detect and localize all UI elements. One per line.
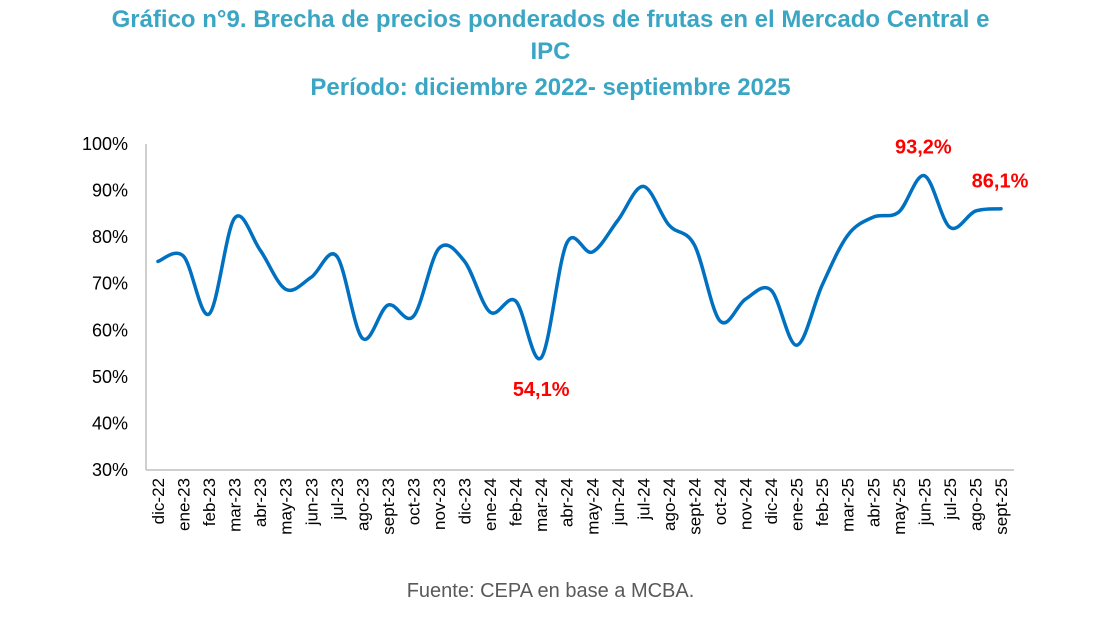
x-tick-label: jun-24 — [609, 478, 628, 526]
x-tick-label: sept-25 — [992, 478, 1011, 535]
source-note: Fuente: CEPA en base a MCBA. — [406, 580, 695, 602]
x-tick-label: feb-25 — [813, 478, 832, 526]
x-tick-label: feb-23 — [200, 478, 219, 526]
x-tick-label: nov-24 — [737, 478, 756, 530]
x-tick-label: sept-24 — [685, 478, 704, 535]
x-axis: dic-22 ene-23 feb-23 mar-23 abr-23 may-23 jun-… — [146, 469, 1014, 535]
x-tick-label: ago-24 — [660, 478, 679, 531]
chart-title-line-2: IPC — [530, 38, 571, 65]
x-tick-label: mar-25 — [839, 478, 858, 532]
y-tick-label: 40% — [92, 413, 128, 433]
x-tick-label: ene-25 — [788, 478, 807, 531]
x-tick-label: feb-24 — [507, 478, 526, 526]
x-tick-label: mar-23 — [226, 478, 245, 532]
x-tick-label: oct-23 — [404, 478, 423, 525]
x-tick-label: abr-23 — [251, 478, 270, 527]
x-tick-label: sept-23 — [379, 478, 398, 535]
x-tick-label: ago-23 — [353, 478, 372, 531]
x-tick-label: nov-23 — [430, 478, 449, 530]
y-tick-label: 30% — [92, 460, 128, 480]
x-tick-label: jul-25 — [941, 478, 960, 521]
x-tick-label: ene-23 — [175, 478, 194, 531]
x-tick-label: mar-24 — [532, 478, 551, 532]
data-label-sept-25: 86,1% — [972, 171, 1029, 193]
x-tick-label: jul-24 — [634, 478, 653, 521]
y-tick-label: 70% — [92, 274, 128, 294]
x-tick-label: may-24 — [583, 478, 602, 535]
data-label-jun-25: 93,2% — [895, 137, 952, 159]
y-axis: 30% 40% 50% 60% 70% 80% 90% 100% — [82, 134, 147, 480]
chart-title-line-1: Gráfico n°9. Brecha de precios ponderado… — [111, 6, 990, 33]
x-tick-label: abr-24 — [558, 478, 577, 527]
x-tick-label: jul-23 — [328, 478, 347, 521]
x-tick-label: dic-23 — [456, 478, 475, 524]
x-tick-label: dic-24 — [762, 478, 781, 524]
series-group — [156, 173, 1003, 361]
x-tick-label: oct-24 — [711, 478, 730, 525]
x-tick-label: may-25 — [890, 478, 909, 535]
annotations: 54,1% 93,2% 86,1% — [513, 137, 1029, 401]
x-tick-label: ene-24 — [481, 478, 500, 531]
series-line — [156, 173, 1003, 361]
y-tick-label: 100% — [82, 134, 128, 154]
x-tick-label: may-23 — [277, 478, 296, 535]
x-tick-label: jun-23 — [302, 478, 321, 526]
x-tick-label: ago-25 — [966, 478, 985, 531]
x-tick-label: abr-25 — [864, 478, 883, 527]
y-tick-label: 80% — [92, 227, 128, 247]
chart-subtitle-period: Período: diciembre 2022- septiembre 2025 — [310, 74, 791, 101]
x-tick-label: jun-25 — [915, 478, 934, 526]
y-tick-label: 90% — [92, 181, 128, 201]
y-tick-label: 50% — [92, 367, 128, 387]
y-tick-label: 60% — [92, 320, 128, 340]
x-tick-label: dic-22 — [149, 478, 168, 524]
data-label-mar-24: 54,1% — [513, 379, 570, 401]
